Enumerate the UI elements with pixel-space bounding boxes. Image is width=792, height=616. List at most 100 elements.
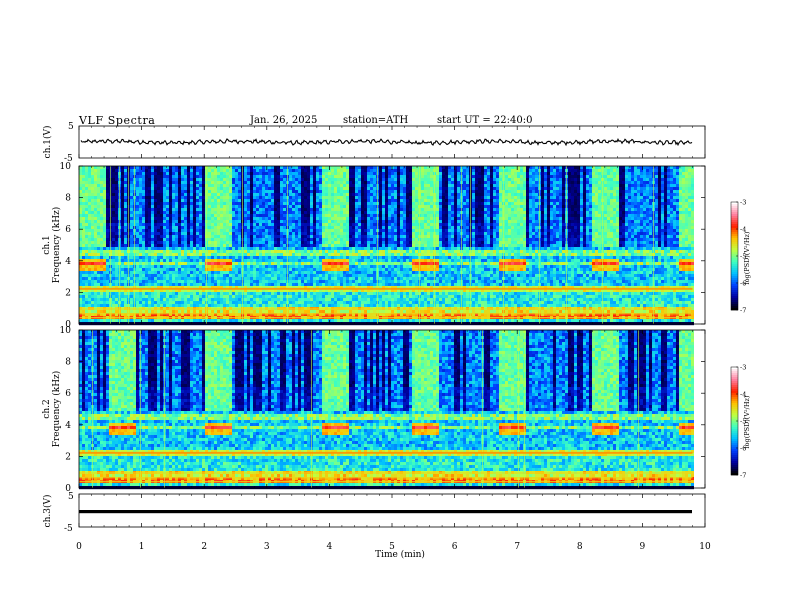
spectrogram-cell xyxy=(301,271,304,275)
spectrogram-cell xyxy=(358,241,361,245)
spectrogram-cell xyxy=(244,301,247,305)
spectrogram-cell xyxy=(208,286,211,290)
spectrogram-cell xyxy=(79,313,82,317)
spectrogram-cell xyxy=(265,271,268,275)
spectrogram-cell xyxy=(250,193,253,197)
spectrogram-cell xyxy=(289,226,292,230)
spectrogram-cell xyxy=(274,259,277,263)
spectrogram-cell xyxy=(313,301,316,305)
spectrogram-cell xyxy=(322,313,325,317)
spectrogram-cell xyxy=(310,304,313,308)
spectrogram-cell xyxy=(247,250,250,254)
spectrogram-cell xyxy=(97,220,100,224)
spectrogram-cell xyxy=(352,169,355,173)
spectrogram-cell xyxy=(310,286,313,290)
spectrogram-cell xyxy=(265,238,268,242)
spectrogram-cell xyxy=(334,292,337,296)
spectrogram-cell xyxy=(211,313,214,317)
spectrogram-cell xyxy=(304,268,307,272)
spectrogram-cell xyxy=(91,304,94,308)
spectrogram-cell xyxy=(325,214,328,218)
spectrogram-cell xyxy=(247,274,250,278)
spectrogram-cell xyxy=(265,235,268,239)
spectrogram-cell xyxy=(172,187,175,191)
spectrogram-cell xyxy=(136,319,139,323)
spectrogram-cell xyxy=(130,280,133,284)
spectrogram-cell xyxy=(346,238,349,242)
spectrogram-cell xyxy=(103,313,106,317)
spectrogram-cell xyxy=(331,274,334,278)
spectrogram-cell xyxy=(322,229,325,233)
spectrogram-cell xyxy=(250,313,253,317)
spectrogram-cell xyxy=(160,199,163,203)
spectrogram-cell xyxy=(331,169,334,173)
spectrogram-cell xyxy=(211,166,214,170)
spectrogram-cell xyxy=(175,193,178,197)
spectrogram-cell xyxy=(238,268,241,272)
spectrogram-cell xyxy=(352,298,355,302)
spectrogram-cell xyxy=(115,259,118,263)
spectrogram-cell xyxy=(211,178,214,182)
spectrogram-cell xyxy=(79,181,82,185)
spectrogram-cell xyxy=(304,235,307,239)
spectrogram-cell xyxy=(190,286,193,290)
spectrogram-cell xyxy=(346,277,349,281)
spectrogram-cell xyxy=(268,313,271,317)
spectrogram-cell xyxy=(106,286,109,290)
spectrogram-cell xyxy=(148,202,151,206)
spectrogram-cell xyxy=(220,289,223,293)
spectrogram-cell xyxy=(253,277,256,281)
spectrogram-cell xyxy=(154,268,157,272)
spectrogram-cell xyxy=(211,232,214,236)
spectrogram-cell xyxy=(100,217,103,221)
spectrogram-cell xyxy=(289,190,292,194)
spectrogram-cell xyxy=(274,247,277,251)
spectrogram-cell xyxy=(256,310,259,314)
spectrogram-cell xyxy=(196,223,199,227)
spectrogram-cell xyxy=(226,229,229,233)
spectrogram-cell xyxy=(112,175,115,179)
spectrogram-cell xyxy=(187,190,190,194)
spectrogram-cell xyxy=(139,253,142,257)
spectrogram-cell xyxy=(145,286,148,290)
spectrogram-cell xyxy=(193,256,196,260)
spectrogram-cell xyxy=(130,292,133,296)
spectrogram-cell xyxy=(214,169,217,173)
spectrogram-cell xyxy=(331,229,334,233)
spectrogram-cell xyxy=(217,187,220,191)
spectrogram-cell xyxy=(307,220,310,224)
spectrogram-cell xyxy=(145,283,148,287)
spectrogram-cell xyxy=(295,268,298,272)
spectrogram-cell xyxy=(259,202,262,206)
spectrogram-cell xyxy=(145,298,148,302)
spectrogram-cell xyxy=(94,244,97,248)
spectrogram-cell xyxy=(268,238,271,242)
spectrogram-cell xyxy=(79,220,82,224)
spectrogram-cell xyxy=(238,280,241,284)
spectrogram-cell xyxy=(226,295,229,299)
spectrogram-cell xyxy=(295,286,298,290)
spectrogram-cell xyxy=(208,187,211,191)
spectrogram-cell xyxy=(310,298,313,302)
spectrogram-cell xyxy=(253,217,256,221)
spectrogram-cell xyxy=(103,214,106,218)
spectrogram-cell xyxy=(220,172,223,176)
spectrogram-cell xyxy=(202,184,205,188)
spectrogram-cell xyxy=(190,241,193,245)
spectrogram-cell xyxy=(283,292,286,296)
spectrogram-cell xyxy=(145,229,148,233)
spectrogram-cell xyxy=(91,292,94,296)
spectrogram-cell xyxy=(346,304,349,308)
spectrogram-cell xyxy=(184,175,187,179)
spectrogram-cell xyxy=(346,274,349,278)
spectrogram-cell xyxy=(229,238,232,242)
spectrogram-cell xyxy=(283,190,286,194)
spectrogram-cell xyxy=(136,187,139,191)
spectrogram-cell xyxy=(316,214,319,218)
spectrogram-cell xyxy=(292,184,295,188)
spectrogram-cell xyxy=(115,274,118,278)
spectrogram-cell xyxy=(292,295,295,299)
spectrogram-cell xyxy=(244,238,247,242)
spectrogram-cell xyxy=(130,244,133,248)
spectrogram-cell xyxy=(160,223,163,227)
